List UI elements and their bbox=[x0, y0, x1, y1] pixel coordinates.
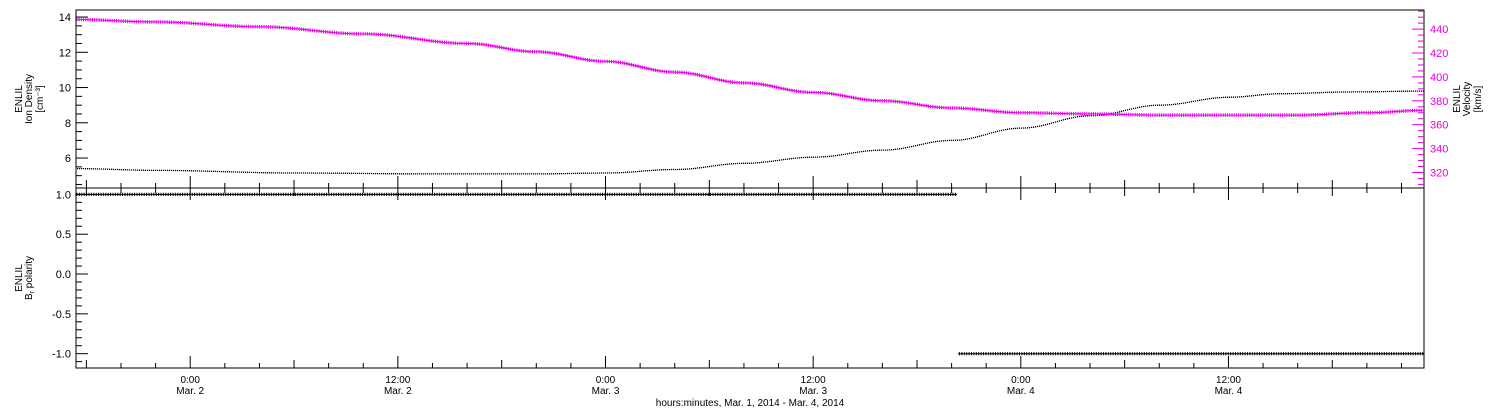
velocity-axis-label-line: ENLIL bbox=[1452, 85, 1463, 113]
density-y-axis: 6 8 10 12 14 ENLIL Ion Density [cm⁻³] bbox=[14, 12, 88, 185]
polarity-tick-label: -1.0 bbox=[52, 349, 71, 361]
x-tick-date-label: Mar. 2 bbox=[384, 386, 412, 397]
density-tick-label: 14 bbox=[59, 12, 71, 24]
density-axis-label: ENLIL Ion Density [cm⁻³] bbox=[14, 74, 46, 124]
x-tick-time-label: 12:00 bbox=[1216, 375, 1241, 386]
x-tick-time-label: 12:00 bbox=[801, 375, 826, 386]
x-tick-time-label: 0:00 bbox=[180, 375, 200, 386]
polarity-tick-label: -0.5 bbox=[52, 309, 71, 321]
x-tick-date-label: Mar. 4 bbox=[1007, 386, 1035, 397]
velocity-tick-label: 420 bbox=[1430, 48, 1448, 60]
velocity-y-axis: 320 340 360 380 400 420 440 ENLIL Velocity [km/s] bbox=[1412, 10, 1484, 185]
bottom-panel-frame bbox=[75, 187, 1425, 369]
density-axis-label-line: ENLIL bbox=[14, 85, 25, 113]
velocity-series bbox=[75, 17, 1423, 117]
x-axis-title: hours:minutes, Mar. 1, 2014 - Mar. 4, 20… bbox=[656, 398, 845, 409]
polarity-series bbox=[75, 192, 1425, 356]
x-tick-time-label: 0:00 bbox=[1011, 375, 1031, 386]
density-tick-label: 8 bbox=[65, 118, 71, 130]
polarity-negative-segment bbox=[957, 352, 1425, 356]
x-tick-date-label: Mar. 3 bbox=[592, 386, 620, 397]
x-tick-date-label: Mar. 3 bbox=[799, 386, 827, 397]
polarity-axis-label-line: Br polarity bbox=[24, 256, 36, 300]
density-line bbox=[77, 90, 1425, 175]
velocity-tick-label: 340 bbox=[1430, 144, 1448, 156]
x-tick-time-label: 12:00 bbox=[385, 375, 410, 386]
velocity-tick-label: 360 bbox=[1430, 120, 1448, 132]
x-tick-time-label: 0:00 bbox=[596, 375, 616, 386]
density-tick-label: 12 bbox=[59, 47, 71, 59]
velocity-tick-label: 380 bbox=[1430, 96, 1448, 108]
x-tick-date-label: Mar. 4 bbox=[1215, 386, 1243, 397]
velocity-axis-label-line: Velocity bbox=[1462, 82, 1473, 116]
polarity-tick-label: 0.5 bbox=[56, 229, 71, 241]
density-series bbox=[77, 90, 1425, 175]
density-axis-label-line: Ion Density bbox=[24, 74, 35, 124]
polarity-axis-label-line: ENLIL bbox=[14, 264, 25, 292]
density-tick-label: 6 bbox=[65, 153, 71, 165]
velocity-line bbox=[75, 17, 1423, 117]
top-panel-frame bbox=[75, 9, 1425, 189]
velocity-tick-label: 440 bbox=[1430, 24, 1448, 36]
polarity-tick-label: 0.0 bbox=[56, 269, 71, 281]
density-tick-label: 10 bbox=[59, 83, 71, 95]
density-axis-label-line: [cm⁻³] bbox=[35, 85, 46, 113]
velocity-tick-label: 320 bbox=[1430, 167, 1448, 179]
x-tick-date-label: Mar. 2 bbox=[176, 386, 204, 397]
velocity-axis-label-line: [km/s] bbox=[1473, 85, 1484, 112]
velocity-axis-label: ENLIL Velocity [km/s] bbox=[1452, 82, 1484, 116]
polarity-positive-segment bbox=[75, 192, 957, 196]
velocity-tick-label: 400 bbox=[1430, 72, 1448, 84]
polarity-tick-label: 1.0 bbox=[56, 189, 71, 201]
